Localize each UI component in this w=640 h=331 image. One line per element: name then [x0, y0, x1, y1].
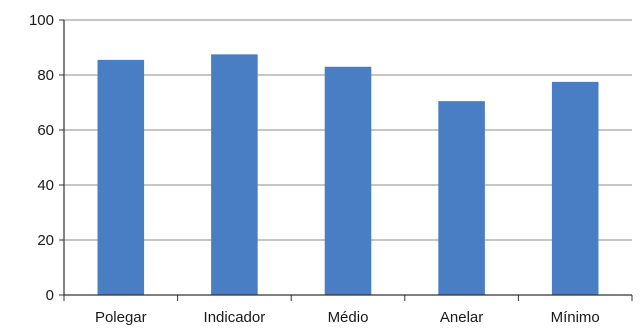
y-tick-labels: 0 20 40 60 80 100: [29, 12, 54, 304]
y-tick-label: 20: [37, 232, 54, 249]
bar-polegar: [97, 59, 145, 295]
y-tick-label: 100: [29, 12, 54, 29]
bar-indicador: [211, 54, 258, 295]
axes: [59, 19, 633, 301]
bar-medio: [324, 66, 372, 295]
bars: [97, 54, 599, 295]
bar-anelar: [438, 101, 485, 295]
y-tick-label: 60: [37, 122, 54, 139]
y-tick-label: 80: [37, 67, 54, 84]
x-category-label: Indicador: [204, 309, 266, 326]
bar-minimo: [551, 81, 599, 295]
y-tick-label: 0: [46, 287, 54, 304]
x-category-label: Polegar: [95, 309, 147, 326]
x-category-labels: Polegar Indicador Médio Anelar Mínimo: [95, 309, 600, 326]
y-tick-label: 40: [37, 177, 54, 194]
x-category-label: Mínimo: [551, 309, 600, 326]
x-category-label: Anelar: [440, 309, 483, 326]
x-category-label: Médio: [328, 309, 369, 326]
